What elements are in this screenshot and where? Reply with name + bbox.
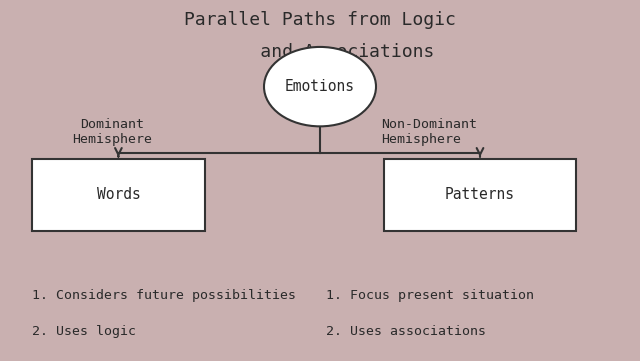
Text: Words: Words [97, 187, 140, 203]
Text: Parallel Paths from Logic: Parallel Paths from Logic [184, 11, 456, 29]
Text: 1. Focus present situation: 1. Focus present situation [326, 289, 534, 302]
Bar [384, 159, 576, 231]
Text: and Associations: and Associations [206, 43, 434, 61]
Text: Dominant
Hemisphere: Dominant Hemisphere [72, 118, 152, 146]
Text: Patterns: Patterns [445, 187, 515, 203]
Bar [32, 159, 205, 231]
Ellipse shape [264, 47, 376, 126]
Text: 2. Uses logic: 2. Uses logic [32, 325, 136, 338]
Text: 1. Considers future possibilities: 1. Considers future possibilities [32, 289, 296, 302]
Text: Non-Dominant
Hemisphere: Non-Dominant Hemisphere [381, 118, 477, 146]
Text: 2. Uses associations: 2. Uses associations [326, 325, 486, 338]
Text: Emotions: Emotions [285, 79, 355, 94]
